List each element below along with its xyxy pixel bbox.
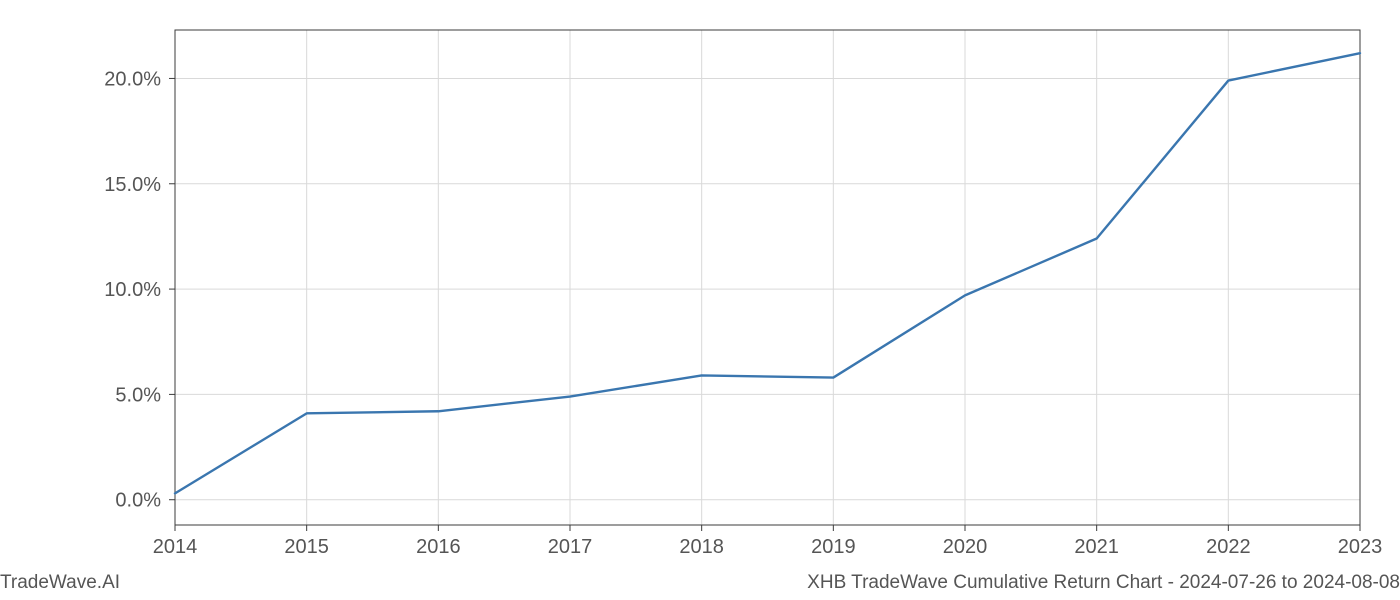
x-tick-label: 2019 — [811, 536, 856, 558]
y-tick-label: 0.0% — [115, 490, 161, 512]
x-tick-label: 2020 — [943, 536, 988, 558]
y-tick-label: 15.0% — [104, 174, 161, 196]
y-tick-label: 10.0% — [104, 279, 161, 301]
y-tick-label: 20.0% — [104, 68, 161, 90]
x-tick-label: 2022 — [1206, 536, 1251, 558]
chart-container: 2014 2015 2016 2017 2018 2019 2020 2021 2022 2023… — [0, 0, 1400, 600]
x-tick-label: 2017 — [548, 536, 593, 558]
x-tick-label: 2014 — [153, 536, 198, 558]
x-tick-label: 2018 — [679, 536, 724, 558]
x-tick-label: 2021 — [1074, 536, 1119, 558]
chart-bg — [0, 0, 1400, 600]
footer-right-caption: XHB TradeWave Cumulative Return Chart - … — [807, 572, 1400, 594]
x-tick-label: 2015 — [284, 536, 329, 558]
line-chart: 2014 2015 2016 2017 2018 2019 2020 2021 2022 2023… — [0, 0, 1400, 600]
y-tick-label: 5.0% — [115, 384, 161, 406]
footer-left-brand: TradeWave.AI — [0, 572, 120, 594]
x-tick-label: 2016 — [416, 536, 461, 558]
x-tick-label: 2023 — [1338, 536, 1383, 558]
